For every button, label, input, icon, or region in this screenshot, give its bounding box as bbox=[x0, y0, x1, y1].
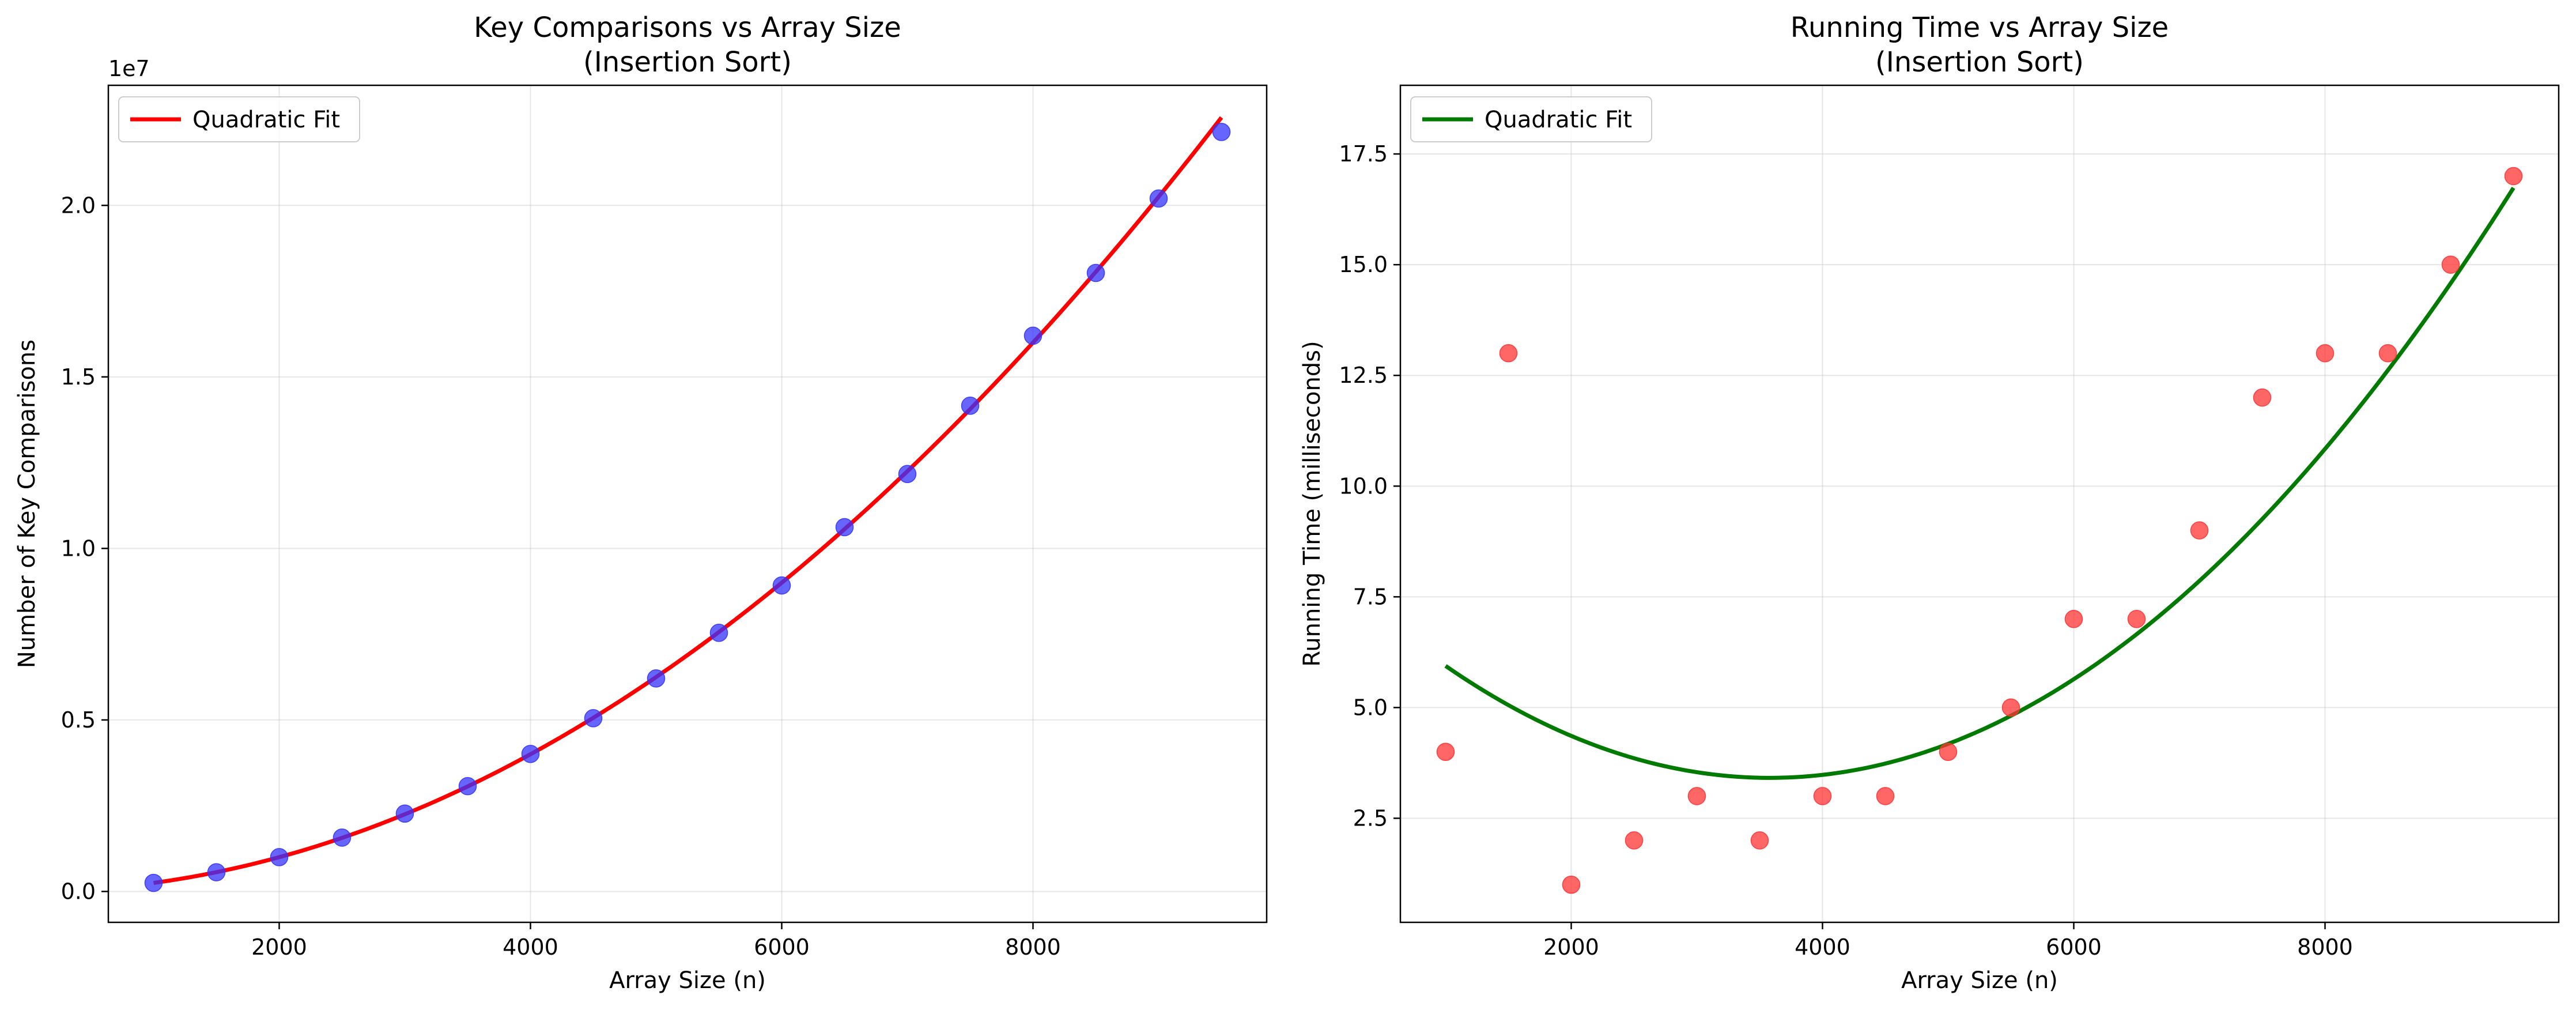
y-tick-label: 0.0 bbox=[61, 879, 96, 904]
data-point bbox=[1687, 787, 1706, 805]
y-tick-label: 15.0 bbox=[1339, 252, 1388, 277]
data-point bbox=[2127, 609, 2146, 628]
data-point bbox=[2378, 344, 2397, 363]
data-point bbox=[1813, 787, 1832, 805]
data-point bbox=[961, 397, 980, 415]
data-point bbox=[2190, 521, 2209, 540]
chart-panel-1: 2000 4000 6000 8000 0.0 0.5 1.0 1.5 2.0 1e7 Key Co… bbox=[14, 12, 1268, 994]
data-point bbox=[1149, 189, 1168, 208]
chart-panel-2: 2000 4000 6000 8000 2.5 5.0 7.5 10.0 12.5 15.0 17.… bbox=[1299, 12, 2560, 994]
x-tick-label: 2000 bbox=[1543, 934, 1599, 960]
data-point bbox=[2441, 255, 2460, 274]
y-tick-label: 7.5 bbox=[1353, 584, 1388, 609]
chart-subtitle: (Insertion Sort) bbox=[1875, 46, 2084, 78]
fit-curve bbox=[1444, 186, 2515, 780]
data-point bbox=[1939, 742, 1958, 761]
y-tick-label: 2.5 bbox=[1353, 805, 1388, 831]
y-tick-label: 2.0 bbox=[61, 193, 96, 218]
data-point bbox=[521, 745, 540, 763]
data-point bbox=[2064, 609, 2083, 628]
legend: Quadratic Fit bbox=[118, 96, 360, 142]
data-point bbox=[647, 669, 666, 688]
legend-box bbox=[118, 96, 360, 142]
x-tick-label: 2000 bbox=[251, 934, 307, 960]
y-tick-label: 1.0 bbox=[61, 536, 96, 561]
plot-frame bbox=[1399, 84, 2560, 923]
x-tick-label: 8000 bbox=[2297, 934, 2353, 960]
data-point bbox=[1499, 344, 1518, 363]
x-axis-label: Array Size (n) bbox=[609, 967, 766, 994]
data-point bbox=[2001, 698, 2020, 717]
y-axis-label: Number of Key Comparisons bbox=[14, 340, 40, 668]
data-point bbox=[395, 804, 414, 823]
legend-entry: Quadratic Fit bbox=[1485, 107, 1632, 133]
y-tick-label: 0.5 bbox=[61, 707, 96, 733]
data-point bbox=[709, 624, 728, 642]
data-point bbox=[270, 848, 289, 866]
data-point bbox=[2316, 344, 2335, 363]
x-axis-label: Array Size (n) bbox=[1901, 967, 2058, 994]
data-point bbox=[1023, 326, 1043, 345]
data-point bbox=[772, 576, 791, 595]
data-point bbox=[2504, 167, 2523, 186]
fit-curve bbox=[153, 116, 1223, 885]
data-point bbox=[1436, 742, 1455, 761]
data-point bbox=[584, 709, 603, 727]
legend: Quadratic Fit bbox=[1410, 96, 1652, 142]
data-point bbox=[207, 863, 226, 881]
data-point bbox=[1625, 831, 1644, 850]
chart-title: Running Time vs Array Size bbox=[1791, 12, 2169, 44]
data-point bbox=[1086, 263, 1105, 282]
y-offset-label: 1e7 bbox=[108, 56, 150, 81]
data-point bbox=[333, 828, 352, 847]
chart-subtitle: (Insertion Sort) bbox=[583, 46, 792, 78]
x-tick-label: 8000 bbox=[1005, 934, 1061, 960]
chart-title: Key Comparisons vs Array Size bbox=[474, 12, 901, 44]
y-axis-label: Running Time (milliseconds) bbox=[1299, 341, 1325, 666]
data-point bbox=[1876, 787, 1895, 805]
y-tick-label: 17.5 bbox=[1339, 141, 1388, 167]
data-point bbox=[144, 873, 163, 892]
data-point bbox=[2253, 388, 2272, 407]
x-tick-label: 6000 bbox=[2046, 934, 2102, 960]
x-tick-label: 4000 bbox=[503, 934, 558, 960]
y-tick-label: 10.0 bbox=[1339, 473, 1388, 499]
x-tick-label: 4000 bbox=[1795, 934, 1850, 960]
y-tick-label: 1.5 bbox=[61, 364, 96, 390]
data-point bbox=[458, 777, 477, 796]
plot-frame bbox=[107, 84, 1268, 923]
legend-entry: Quadratic Fit bbox=[192, 107, 340, 133]
x-tick-label: 6000 bbox=[754, 934, 810, 960]
data-point bbox=[835, 518, 854, 537]
data-point bbox=[1562, 875, 1581, 894]
y-tick-label: 5.0 bbox=[1353, 695, 1388, 720]
legend-box bbox=[1410, 96, 1652, 142]
y-tick-label: 12.5 bbox=[1339, 363, 1388, 388]
data-point bbox=[1750, 831, 1769, 850]
data-point bbox=[898, 465, 917, 483]
data-point bbox=[1212, 123, 1231, 141]
